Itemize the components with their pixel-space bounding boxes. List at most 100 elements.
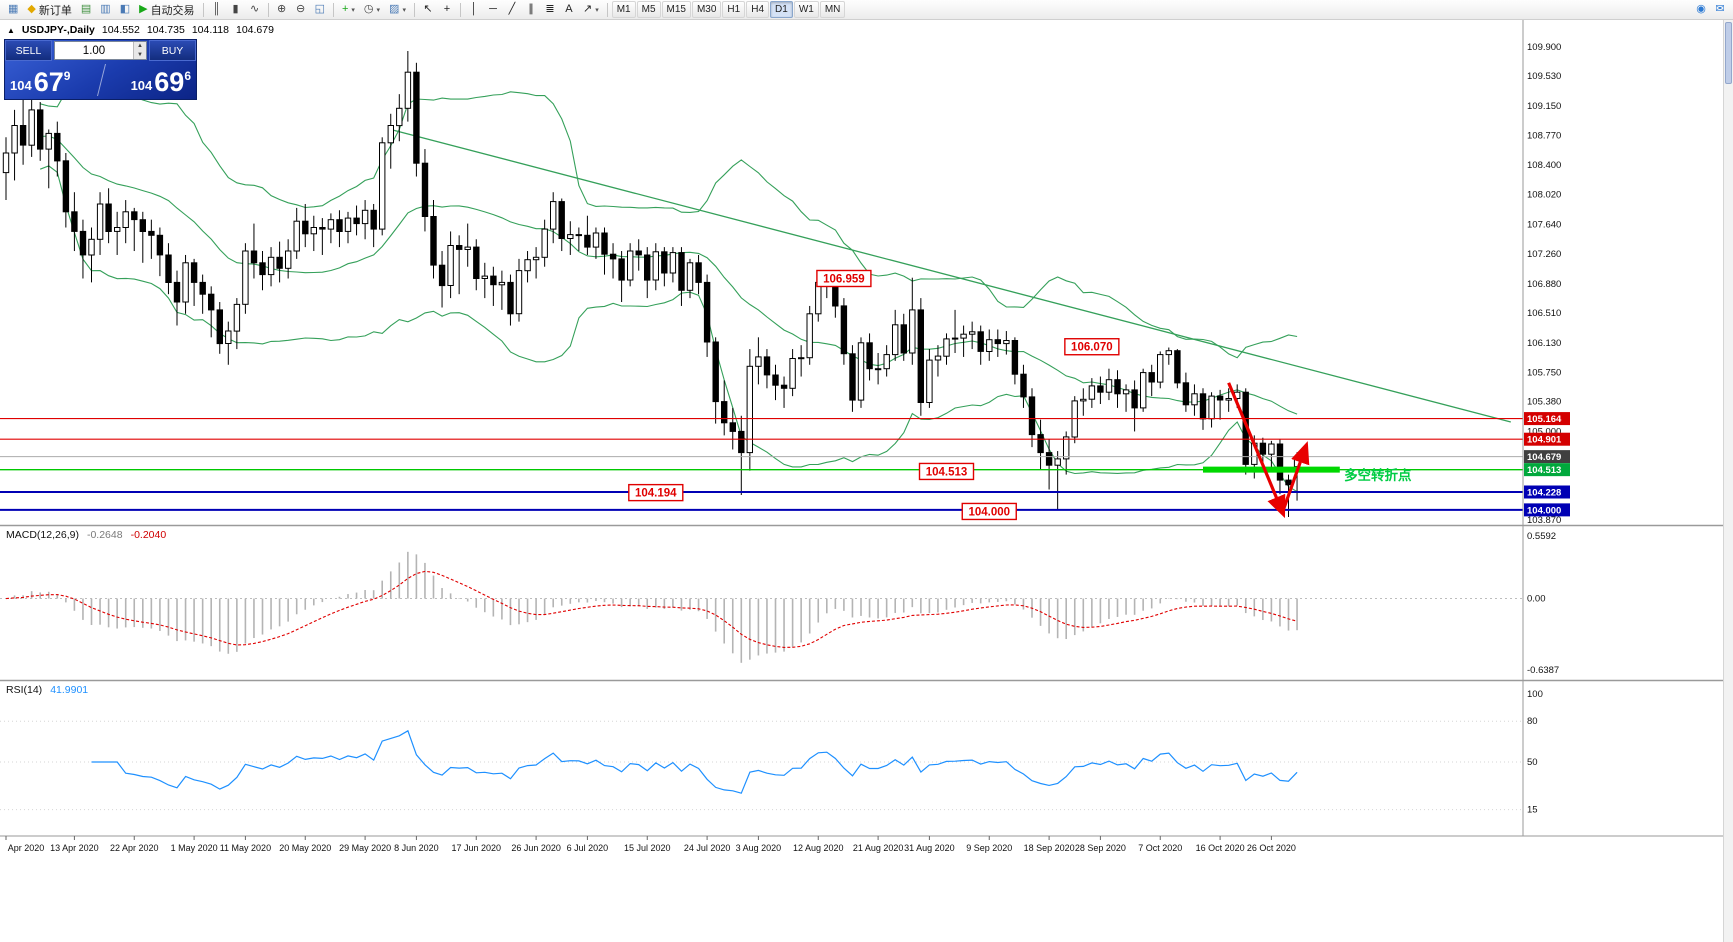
buy-price[interactable]: 104 69 6 [101,61,197,99]
svg-text:31 Aug 2020: 31 Aug 2020 [904,843,955,853]
vertical-scrollbar[interactable] [1723,20,1733,942]
buy-button[interactable]: BUY [149,40,196,61]
templates-icon[interactable]: ▨ ▾ [385,1,410,18]
svg-text:20 May 2020: 20 May 2020 [279,843,331,853]
autotrade-button[interactable]: ▶ 自动交易 [135,1,198,18]
svg-text:29 May 2020: 29 May 2020 [339,843,391,853]
axes-layer[interactable]: 109.900 109.530 109.150 108.770 108.400 108.0… [0,20,1723,837]
note-annotation[interactable]: 多空转折点 [1344,467,1412,483]
svg-text:108.400: 108.400 [1527,160,1561,171]
new-order-button-label: 新订单 [38,4,72,17]
date-axis[interactable]: Apr 2020 13 Apr 2020 22 Apr 2020 1 May 2020… [5,836,1296,853]
timeframe-M15[interactable]: M15 [661,1,691,18]
timeframe-H4[interactable]: H4 [746,1,770,18]
autotrade-button-label: 自动交易 [150,4,195,17]
sell-price[interactable]: 104 67 9 [5,61,101,99]
channel-icon[interactable]: ∥ [522,1,540,18]
svg-text:104.000: 104.000 [968,506,1010,518]
macd-title: MACD(12,26,9) -0.2648 -0.2040 [6,529,166,541]
caret-down-icon: ▾ [402,6,406,14]
svg-text:0.00: 0.00 [1527,594,1546,605]
arrows-icon[interactable]: ↗ ▾ [579,1,603,18]
ohlc-low: 104.118 [191,24,229,36]
chart-header: ▲ USDJPY-,Daily 104.552 104.735 104.118 … [4,23,280,37]
svg-text:104.228: 104.228 [1527,487,1561,498]
fibonacci-icon[interactable]: ≣ [541,1,559,18]
sell-price-handle: 104 [10,78,32,93]
market-watch-icon[interactable]: ▤ [77,1,95,18]
svg-text:15 Jul 2020: 15 Jul 2020 [624,843,671,853]
indicators-icon[interactable]: + ▾ [338,1,359,18]
bollinger-bands-layer [40,75,1298,493]
new-chart-icon[interactable]: ▦ [4,1,22,18]
toolbar-divider [459,2,461,17]
price-label-annotations[interactable]: 106.959 106.070 104.513 104.194 104.000 [628,269,1120,521]
collapse-icon[interactable]: ▲ [7,25,15,35]
data-window-icon[interactable]: ▥ [96,1,114,18]
toolbar-divider [202,2,204,17]
svg-text:18 Sep 2020: 18 Sep 2020 [1024,843,1075,853]
svg-text:106.959: 106.959 [823,273,865,285]
crosshair-icon[interactable]: + [438,1,456,18]
svg-text:15: 15 [1527,805,1538,816]
svg-text:107.260: 107.260 [1527,249,1561,260]
navigator-icon[interactable]: ◧ [116,1,134,18]
scrollbar-thumb[interactable] [1725,22,1732,84]
candlestick-chart-icon[interactable]: ▮ [227,1,245,18]
timeframe-H1[interactable]: H1 [722,1,746,18]
vertical-line-icon[interactable]: │ [465,1,483,18]
svg-text:106.130: 106.130 [1527,338,1561,349]
trend-arrow[interactable] [1227,382,1310,519]
sell-price-pip: 9 [63,69,71,83]
tile-windows-icon[interactable]: ◱ [311,1,329,18]
svg-text:106.880: 106.880 [1527,279,1561,290]
svg-text:105.164: 105.164 [1527,414,1562,425]
svg-text:104.679: 104.679 [1527,452,1561,463]
horizontal-line-icon[interactable]: ─ [484,1,502,18]
svg-text:100: 100 [1527,689,1543,700]
svg-text:105.000: 105.000 [1527,426,1561,437]
cursor-icon[interactable]: ↖ [419,1,437,18]
volume-up-button[interactable]: ▲ [137,43,143,49]
svg-text:80: 80 [1527,716,1538,727]
text-icon[interactable]: A [560,1,578,18]
volume-input[interactable] [55,42,133,59]
zoom-out-icon[interactable]: ⊖ [292,1,310,18]
chat-icon[interactable]: ✉ [1711,1,1729,18]
new-order-button[interactable]: ◆ 新订单 [23,1,75,18]
svg-text:16 Oct 2020: 16 Oct 2020 [1196,843,1245,853]
new-order-icon: ◆ [27,3,36,15]
new-chart-icon: ▦ [8,3,19,15]
trendline-icon[interactable]: ╱ [503,1,521,18]
timeframe-MN[interactable]: MN [819,1,846,18]
svg-text:-0.6387: -0.6387 [1527,665,1559,676]
caret-down-icon: ▾ [376,6,381,14]
zoom-in-icon: ⊕ [276,3,287,15]
sell-button[interactable]: SELL [5,40,52,61]
community-icon[interactable]: ◉ [1692,1,1710,18]
macd-layer [0,551,1523,663]
timeframe-M1[interactable]: M1 [611,1,636,18]
bar-chart-icon[interactable]: ║ [208,1,226,18]
periods-icon: ◷ [363,3,374,15]
zoom-in-icon[interactable]: ⊕ [273,1,291,18]
line-chart-icon[interactable]: ∿ [246,1,264,18]
rsi-name: RSI(14) [6,684,43,696]
periods-icon[interactable]: ◷ ▾ [360,1,384,18]
timeframe-D1[interactable]: D1 [770,1,793,18]
svg-text:109.150: 109.150 [1527,101,1561,112]
timeframe-M30[interactable]: M30 [691,1,722,18]
caret-down-icon: ▾ [595,6,599,14]
timeframe-M5[interactable]: M5 [636,1,661,18]
ohlc-open: 104.552 [101,24,140,36]
candles-layer[interactable] [2,51,1301,517]
volume-down-button[interactable]: ▼ [137,52,143,58]
ohlc-close: 104.679 [236,24,274,36]
timeframe-W1[interactable]: W1 [793,1,819,18]
cursor-icon: ↖ [423,3,433,15]
trendline-object[interactable] [390,128,1511,423]
candlestick-chart-icon: ▮ [232,3,239,15]
svg-text:104.513: 104.513 [926,466,968,478]
svg-text:12 Aug 2020: 12 Aug 2020 [793,843,844,853]
